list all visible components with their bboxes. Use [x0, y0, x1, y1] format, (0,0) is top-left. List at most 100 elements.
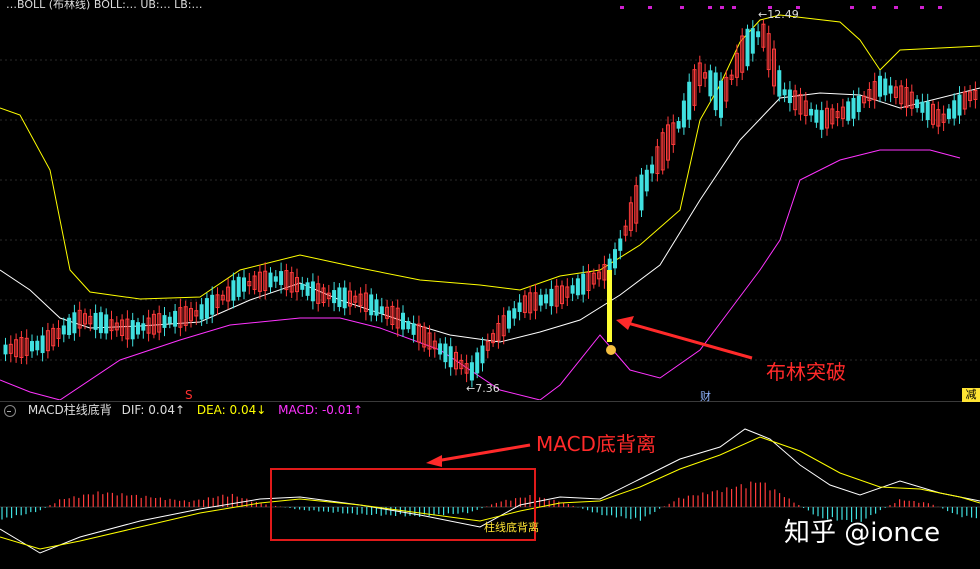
candle-body [45, 330, 50, 352]
boll-lower-band [0, 149, 961, 400]
candle-body [374, 299, 379, 316]
candle-body [862, 95, 867, 104]
candle-body [305, 282, 310, 296]
candle-body [454, 351, 458, 370]
macd-value: MACD: -0.01↑ [278, 403, 364, 417]
candle-body [358, 293, 363, 307]
candle-body [952, 100, 957, 119]
macd-header: MACD柱线底背 DIF: 0.04↑ DEA: 0.04↓ MACD: -0.… [4, 402, 371, 418]
candle-body [77, 309, 82, 329]
candle-body [459, 359, 464, 370]
macd-chart[interactable] [0, 417, 980, 569]
candle-body [236, 276, 241, 297]
candle-body [411, 323, 416, 335]
candle-body [40, 335, 45, 354]
candle-body [872, 81, 877, 101]
candle-body [756, 31, 761, 38]
candle-body [941, 113, 946, 123]
candle-body [602, 264, 607, 281]
candle-body [395, 307, 400, 329]
candle-body [507, 310, 511, 329]
candle-body [136, 322, 140, 335]
candle-body [809, 108, 814, 116]
candle-body [528, 292, 533, 314]
macd-dea-line [0, 436, 980, 550]
candle-body [671, 122, 676, 145]
candle-body [480, 345, 485, 364]
indicator-settings-icon[interactable] [4, 404, 16, 417]
candle-body [438, 343, 443, 355]
candlestick-chart[interactable] [0, 0, 980, 400]
candle-body [337, 287, 342, 308]
high-price-label: ←12.49 [758, 8, 799, 21]
candle-body [167, 316, 172, 324]
axis-mark-jian: 减 [962, 388, 980, 402]
candle-body [512, 308, 517, 319]
candle-body [35, 340, 40, 351]
candle-body [98, 312, 103, 334]
candle-body [846, 101, 851, 121]
candle-body [575, 278, 580, 296]
candle-body [448, 346, 453, 368]
candle-body [194, 310, 199, 317]
candle-body [570, 285, 575, 294]
candle-body [830, 108, 835, 125]
candle-body [973, 89, 978, 101]
boll-legend: …BOLL (布林线) BOLL:… UB:… LB:… [6, 0, 203, 10]
candle-body [268, 272, 273, 288]
candle-body [422, 326, 427, 348]
candle-body [284, 270, 289, 291]
candle-body [252, 275, 257, 290]
candle-body [904, 87, 909, 108]
candle-body [946, 108, 951, 120]
candle-body [586, 272, 591, 291]
candle-body [141, 323, 146, 331]
candle-body [19, 337, 24, 359]
candle-body [369, 294, 374, 316]
candle-body [279, 271, 284, 286]
candle-body [867, 89, 872, 102]
candle-body [687, 81, 692, 120]
candle-body [485, 341, 490, 351]
candle-body [660, 132, 665, 171]
candle-body [825, 107, 829, 129]
candle-body [803, 100, 808, 116]
candle-body [231, 280, 236, 301]
candle-body [130, 320, 135, 340]
candle-body [491, 333, 496, 344]
dif-value: DIF: 0.04↑ [121, 403, 186, 417]
candle-body [242, 277, 246, 292]
candle-body [464, 363, 469, 374]
candle-body [273, 276, 278, 282]
candle-body [681, 100, 686, 128]
candle-body [920, 101, 925, 113]
candle-body [888, 85, 893, 94]
candle-body [957, 94, 962, 116]
candle-body [14, 339, 19, 358]
candle-body [819, 110, 824, 130]
candle-body [295, 277, 299, 293]
candle-body [385, 306, 390, 319]
candle-body [915, 99, 920, 109]
cursor-hand-icon [606, 345, 616, 355]
candle-body [151, 313, 156, 335]
candle-body [390, 305, 395, 326]
candle-body [644, 169, 649, 192]
candle-body [109, 319, 114, 332]
candle-body [544, 294, 549, 304]
candle-body [533, 292, 538, 311]
bollinger-breakout-label: 布林突破 [766, 360, 846, 384]
candle-body [597, 271, 602, 280]
candle-body [104, 314, 109, 334]
axis-mark-s: S [185, 388, 193, 402]
candle-body [766, 33, 771, 71]
candle-body [93, 312, 98, 330]
candle-body [67, 317, 72, 335]
candle-body [787, 89, 792, 104]
candle-body [772, 48, 776, 87]
candle-body [220, 294, 225, 301]
panel-divider [0, 401, 980, 402]
candle-body [893, 86, 898, 98]
candle-body [114, 322, 119, 331]
candle-body [692, 69, 697, 106]
